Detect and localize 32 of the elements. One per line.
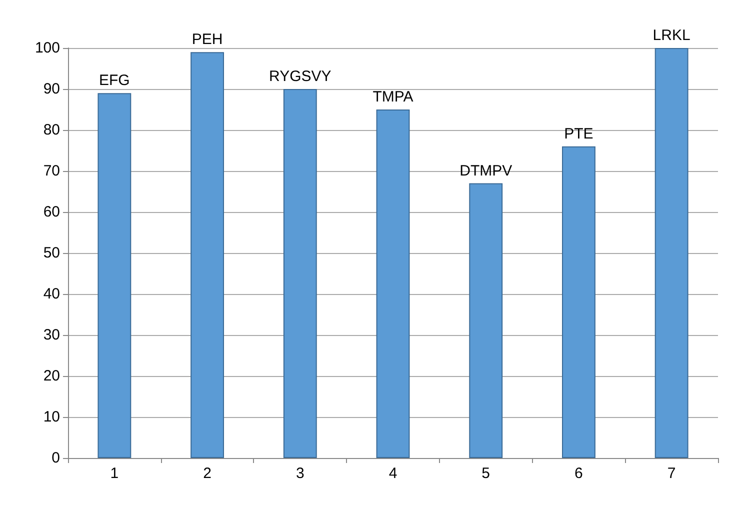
bar xyxy=(98,93,132,458)
x-tick-label: 1 xyxy=(110,465,119,482)
y-tick-label: 80 xyxy=(43,122,60,138)
data-label: PEH xyxy=(192,31,223,48)
y-tick-label: 90 xyxy=(43,80,60,98)
data-label: LRKL xyxy=(652,27,690,44)
x-tick-label: 6 xyxy=(574,465,583,482)
data-label: PTE xyxy=(564,125,594,142)
bar xyxy=(283,89,317,458)
x-tick-label: 5 xyxy=(482,465,490,482)
x-tick-label: 7 xyxy=(667,465,676,482)
data-label: EFG xyxy=(99,72,130,90)
y-tick-label: 20 xyxy=(43,368,60,384)
y-tick-label: 50 xyxy=(43,244,60,262)
y-tick-label: 10 xyxy=(43,408,60,426)
bar xyxy=(654,48,688,458)
y-tick-label: 100 xyxy=(34,40,60,56)
data-label: DTMPV xyxy=(460,162,512,180)
y-tick-label: 40 xyxy=(43,286,60,302)
bar xyxy=(376,110,410,458)
data-label: RYGSVY xyxy=(269,68,332,85)
y-tick-label: 0 xyxy=(52,450,60,466)
y-tick-label: 30 xyxy=(43,326,60,344)
bar xyxy=(562,146,596,458)
data-label: TMPA xyxy=(372,88,414,106)
x-tick-label: 3 xyxy=(296,465,304,482)
x-tick-label: 4 xyxy=(388,465,398,482)
bar xyxy=(469,183,503,458)
y-tick-label: 60 xyxy=(43,204,60,220)
bar xyxy=(190,52,224,458)
x-tick-label: 2 xyxy=(203,465,212,482)
y-tick-label: 70 xyxy=(43,162,60,180)
